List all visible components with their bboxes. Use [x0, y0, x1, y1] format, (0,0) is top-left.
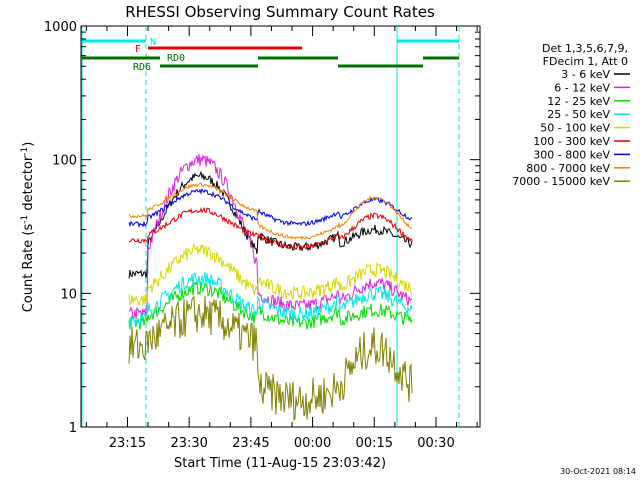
legend-entry-label: 12 - 25 keV — [547, 95, 610, 108]
plot-frame — [80, 25, 481, 428]
x-tick-label: 00:30 — [417, 436, 454, 451]
y-tick-label: 10 — [60, 287, 77, 302]
series-line-9 — [128, 295, 413, 422]
series-line-1 — [128, 170, 413, 279]
x-tick-label: 00:15 — [356, 436, 393, 451]
legend-entry-label: 300 - 800 keV — [533, 148, 610, 161]
legend-entry-label: 7000 - 15000 keV — [512, 175, 610, 188]
x-tick-label: 00:00 — [294, 436, 331, 451]
chart-title: RHESSI Observing Summary Count Rates — [125, 3, 435, 21]
night-flag-label: N — [150, 37, 156, 48]
legend-entry-label: 800 - 7000 keV — [526, 162, 610, 175]
legend-entry-label: 6 - 12 keV — [554, 81, 610, 94]
x-axis-label: Start Time (11-Aug-15 23:03:42) — [174, 456, 386, 471]
legend-header-line-1: Det 1,3,5,6,7,9, — [542, 42, 628, 55]
y-axis-ticks: 1 10 100 1000 — [44, 20, 480, 436]
rd6-flag-label: RD6 — [133, 62, 151, 73]
series-line-6 — [128, 206, 413, 251]
flare-flag-label: F — [135, 44, 141, 55]
timestamp: 30-Oct-2021 08:14 — [560, 467, 636, 476]
series-line-4 — [128, 272, 413, 327]
x-tick-label: 23:30 — [170, 436, 207, 451]
x-axis-ticks: 23:15 23:30 23:45 00:00 00:15 00:30 — [85, 26, 478, 451]
legend-header-line-2: FDecim 1, Att 0 — [543, 55, 628, 68]
series-line-8 — [128, 182, 413, 241]
y-tick-label: 1000 — [44, 20, 77, 35]
legend-entry-label: 100 - 300 keV — [533, 135, 610, 148]
legend-entry-label: 3 - 6 keV — [561, 68, 610, 81]
y-axis-label: Count Rate (s-1 detector-1) — [20, 142, 36, 313]
x-tick-label: 23:45 — [232, 436, 269, 451]
x-tick-label: 23:15 — [109, 436, 146, 451]
series-group — [128, 154, 413, 422]
rd0-flag-label: RD0 — [167, 53, 185, 64]
y-tick-label: 1 — [69, 421, 77, 436]
legend-entry-label: 25 - 50 keV — [547, 108, 610, 121]
series-line-3 — [128, 281, 413, 330]
legend-entry-label: 50 - 100 keV — [540, 122, 610, 135]
y-tick-label: 100 — [52, 154, 77, 169]
vertical-markers — [81, 26, 460, 427]
series-line-5 — [128, 242, 413, 307]
series-line-7 — [128, 188, 413, 228]
legend: Det 1,3,5,6,7,9, FDecim 1, Att 0 3 - 6 k… — [512, 42, 630, 188]
flag-group: FN RD0 RD6 — [82, 37, 459, 73]
